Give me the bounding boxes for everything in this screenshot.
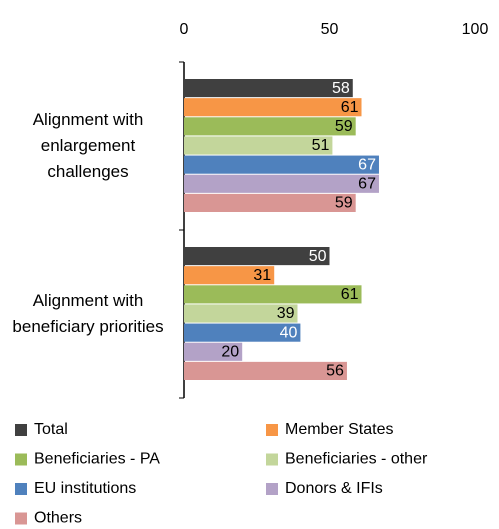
data-label: 40 — [280, 324, 298, 341]
data-label: 31 — [253, 267, 271, 284]
legend-label: Beneficiaries - PA — [34, 451, 160, 468]
bar — [184, 79, 353, 98]
bar — [184, 155, 379, 174]
y-tick-label: Alignment with beneficiary priorities — [12, 291, 164, 336]
data-label: 39 — [277, 305, 295, 322]
data-label: 20 — [221, 344, 239, 361]
data-label: 67 — [358, 156, 376, 173]
data-label: 61 — [341, 286, 359, 303]
data-label: 59 — [335, 195, 353, 212]
y-tick-label: Alignment with enlargement challenges — [32, 110, 144, 181]
legend-label: EU institutions — [34, 480, 136, 497]
legend-swatch — [15, 512, 27, 525]
bar — [184, 117, 356, 136]
legend-label: Beneficiaries - other — [285, 451, 428, 468]
bar — [184, 323, 301, 342]
bar — [184, 174, 379, 193]
bar — [184, 247, 330, 266]
data-label: 67 — [358, 176, 376, 193]
x-tick-label: 0 — [180, 21, 189, 38]
x-tick-label: 50 — [321, 21, 339, 38]
bar — [184, 304, 298, 323]
legend-swatch — [15, 483, 27, 495]
x-tick-label: 100 — [462, 21, 489, 38]
legend-swatch — [266, 483, 278, 495]
legend-label: Donors & IFIs — [285, 480, 383, 497]
bar — [184, 98, 362, 117]
legend-label: Total — [34, 421, 68, 438]
data-label: 61 — [341, 99, 359, 116]
data-label: 51 — [312, 137, 330, 154]
legend-label: Member States — [285, 421, 393, 438]
legend-swatch — [266, 453, 278, 466]
data-label: 59 — [335, 118, 353, 135]
bar — [184, 361, 347, 380]
bar — [184, 342, 243, 361]
bar — [184, 266, 275, 285]
legend-swatch — [15, 453, 27, 466]
legend-swatch — [15, 424, 27, 436]
data-label: 56 — [326, 363, 344, 380]
bar — [184, 136, 333, 155]
bar — [184, 285, 362, 304]
legend-swatch — [266, 424, 278, 436]
data-label: 58 — [332, 80, 350, 97]
data-label: 50 — [309, 248, 327, 265]
legend-label: Others — [34, 510, 82, 527]
bar — [184, 193, 356, 212]
